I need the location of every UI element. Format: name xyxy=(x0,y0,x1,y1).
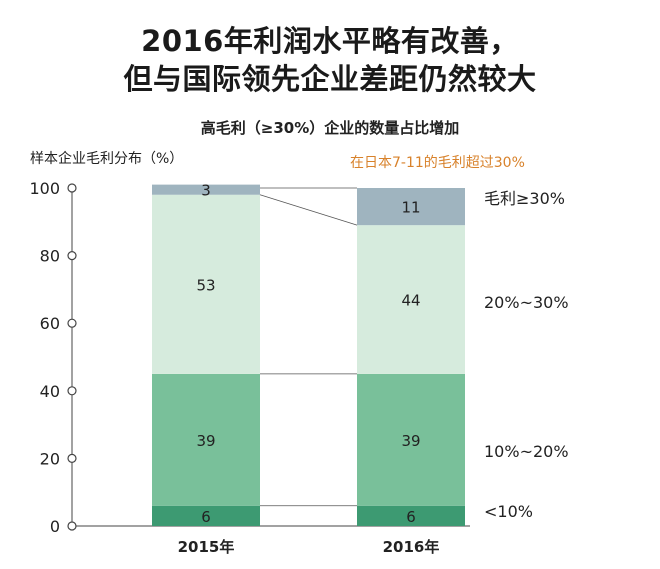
y-tick-marker xyxy=(67,386,77,396)
annotation-note: 在日本7-11的毛利超过30% xyxy=(350,155,525,171)
legend-label: <10% xyxy=(484,502,533,521)
legend-label: 10%~20% xyxy=(484,442,569,461)
y-tick-label: 80 xyxy=(40,247,60,266)
y-tick-label: 0 xyxy=(50,517,60,536)
y-tick-label: 60 xyxy=(40,314,60,333)
y-tick-marker xyxy=(67,453,77,463)
y-tick-label: 40 xyxy=(40,382,60,401)
bar-segment xyxy=(152,505,260,526)
bar-segment xyxy=(152,184,260,195)
y-axis-label: 样本企业毛利分布（%） xyxy=(30,151,184,167)
y-tick-label: 100 xyxy=(29,179,60,198)
chart-title-line2: 但与国际领先企业差距仍然较大 xyxy=(123,62,537,96)
data-label: 11 xyxy=(401,199,420,217)
bar-segment xyxy=(357,225,465,374)
legend-label: 毛利≥30% xyxy=(484,189,565,208)
connector-line xyxy=(259,194,358,226)
category-label: 2015年 xyxy=(178,538,235,556)
category-label: 2016年 xyxy=(383,538,440,556)
data-label: 39 xyxy=(401,432,420,450)
y-tick-marker xyxy=(67,318,77,328)
y-tick-marker xyxy=(67,521,77,531)
bar-segment xyxy=(152,194,260,374)
data-label: 44 xyxy=(401,292,420,310)
bar-segment xyxy=(357,373,465,506)
y-tick-label: 20 xyxy=(40,449,60,468)
data-label: 53 xyxy=(196,276,215,294)
y-tick-marker xyxy=(67,251,77,261)
legend-label: 20%~30% xyxy=(484,293,569,312)
data-label: 6 xyxy=(406,508,416,526)
bar-segment xyxy=(152,373,260,506)
bar-segment xyxy=(357,188,465,226)
bar-segment xyxy=(357,505,465,526)
data-label: 39 xyxy=(196,432,215,450)
chart-title-line1: 2016年利润水平略有改善， xyxy=(141,24,519,58)
data-label: 6 xyxy=(201,508,211,526)
y-tick-marker xyxy=(67,183,77,193)
data-label: 3 xyxy=(201,182,211,200)
chart-subtitle: 高毛利（≥30%）企业的数量占比增加 xyxy=(200,119,460,137)
